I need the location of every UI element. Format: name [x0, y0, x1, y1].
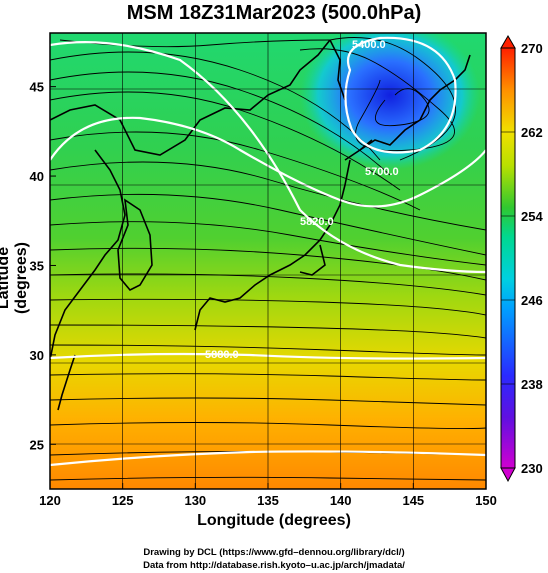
axis-ticks: [49, 86, 487, 489]
x-tick-label: 120: [39, 493, 61, 508]
y-tick-label: 35: [30, 258, 44, 273]
colorbar-tick-label: 254: [521, 209, 543, 224]
contour-5880-b: [50, 450, 486, 467]
colorbar-tick-label: 262: [521, 125, 543, 140]
contour-label-5700: 5700.0: [365, 166, 399, 178]
contour-5820: [50, 41, 486, 274]
x-tick-label: 140: [330, 493, 352, 508]
colorbar-scale: [500, 47, 516, 469]
coastlines: [50, 39, 471, 411]
contour-label-5820: 5820.0: [300, 216, 334, 228]
y-tick-label: 40: [30, 169, 44, 184]
y-tick-label: 45: [30, 80, 44, 95]
plot-area: 5400.0 5700.0 5820.0 5880.0: [50, 33, 486, 489]
colorbar-tick-label: 238: [521, 377, 543, 392]
colorbar-tick-label: 270: [521, 41, 543, 56]
colorbar-tick-labels: 230 238 246 254 262 270: [501, 41, 543, 476]
y-tick-label: 25: [30, 437, 44, 452]
x-tick-labels: 120 125 130 135 140 145 150: [39, 493, 497, 508]
colorbar-bottom-arrow: [500, 467, 516, 483]
credit-drawing: Drawing by DCL (https://www.gfd–dennou.o…: [143, 547, 405, 558]
contour-5400: [344, 36, 457, 154]
coast-china-korea: [50, 39, 331, 361]
coast-taiwan: [57, 354, 76, 411]
colorbar-tick-label: 230: [521, 461, 543, 476]
credit-data: Data from http://database.rish.kyoto–u.a…: [143, 560, 405, 571]
contour-label-5400: 5400.0: [352, 39, 386, 51]
grid: [50, 33, 486, 489]
colorbar-tick-label: 246: [521, 293, 543, 308]
y-tick-labels: 25 30 35 40 45: [30, 80, 44, 453]
cold-low-core: [300, 33, 480, 170]
x-tick-label: 135: [257, 493, 279, 508]
colorbar: 230 238 246 254 262 270: [500, 35, 543, 483]
colorbar-top-arrow: [500, 35, 516, 49]
x-tick-label: 150: [475, 493, 497, 508]
x-axis-label: Longitude (degrees): [197, 512, 351, 529]
x-tick-label: 125: [112, 493, 134, 508]
y-tick-label: 30: [30, 348, 44, 363]
x-tick-label: 145: [402, 493, 424, 508]
contour-labels: 5400.0 5700.0 5820.0 5880.0: [205, 39, 399, 361]
plot-title: MSM 18Z31Mar2023 (500.0hPa): [126, 2, 422, 24]
x-tick-label: 130: [184, 493, 206, 508]
contour-label-5880: 5880.0: [205, 349, 239, 361]
contour-5880-a: [50, 352, 486, 360]
